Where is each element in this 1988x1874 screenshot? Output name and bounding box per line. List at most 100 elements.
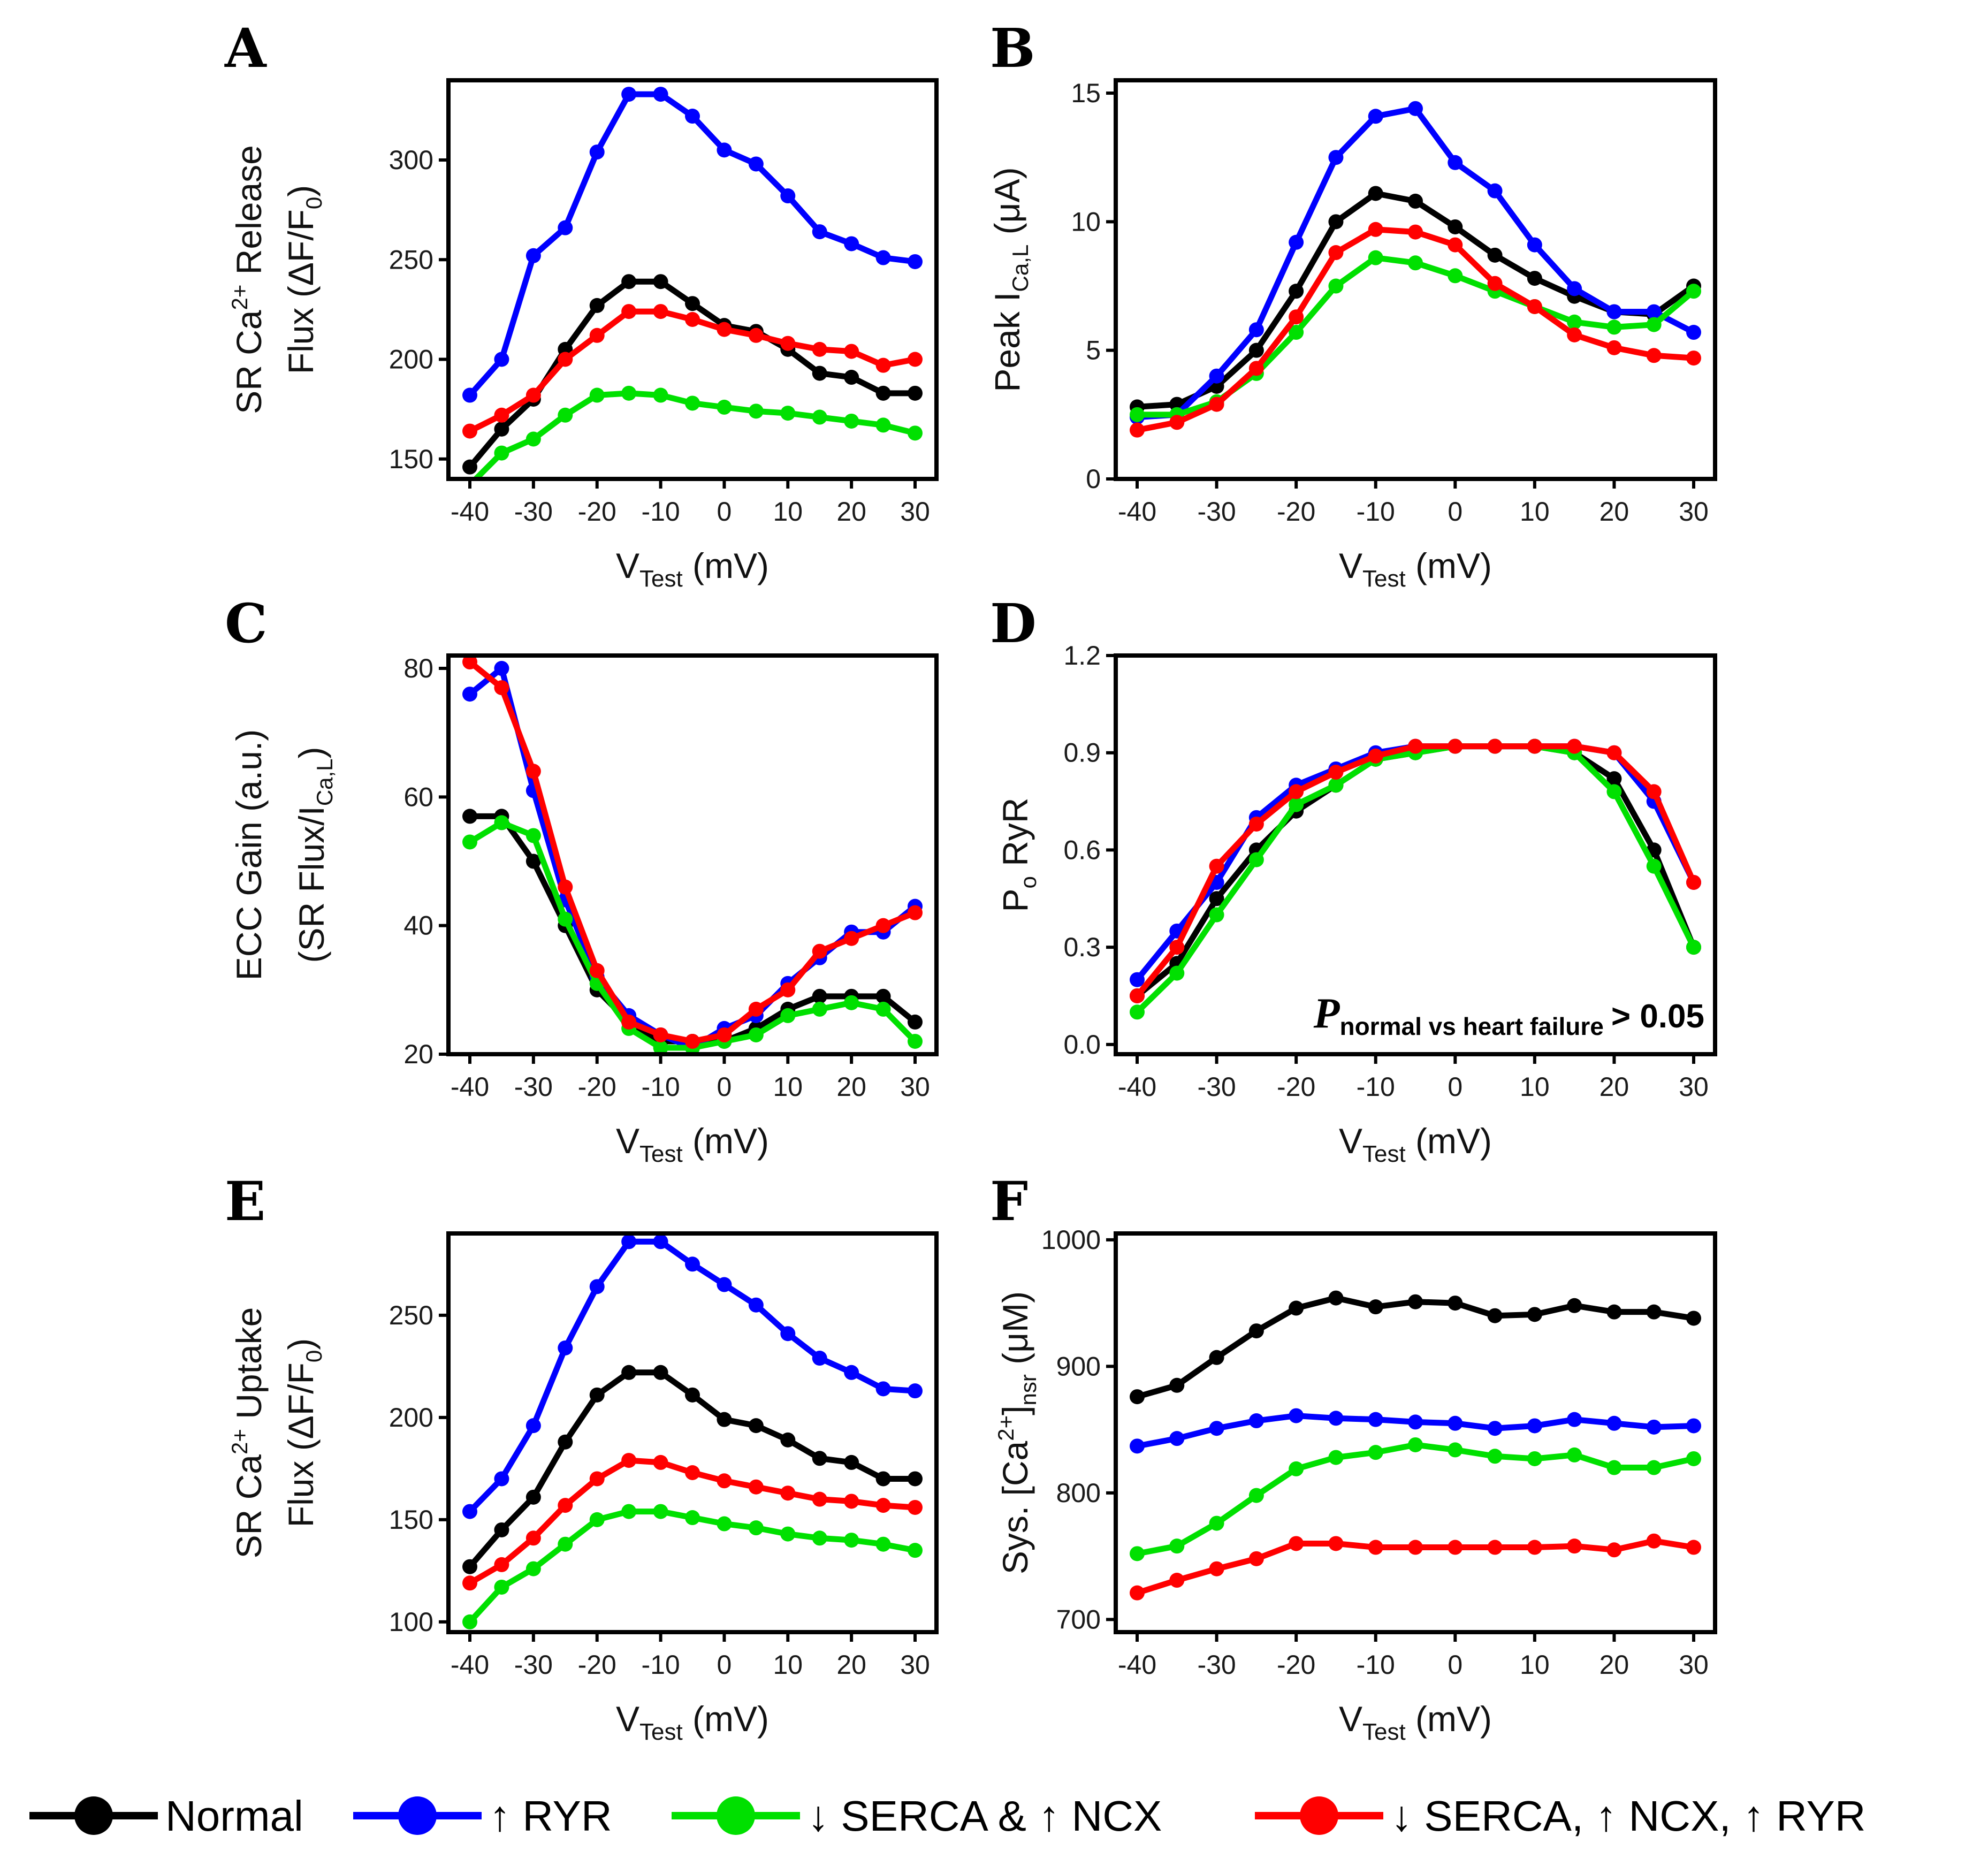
y-label-E-l2-part-0: Flux (ΔF/F xyxy=(281,1362,321,1527)
y-label-A-l2-part-1: 0 xyxy=(301,197,326,209)
point-F-serca_ncx-9 xyxy=(1487,1449,1503,1464)
x-tick-label-B-4: 0 xyxy=(1448,497,1463,527)
legend-label-serca_ncx_ryr: ↓ SERCA, ↑ NCX, ↑ RYR xyxy=(1391,1792,1866,1840)
point-C-serca_ncx_ryr-1 xyxy=(494,680,509,696)
x-tick-label-C-3: -10 xyxy=(641,1072,680,1102)
point-B-ryr-13 xyxy=(1646,304,1662,319)
point-B-normal-7 xyxy=(1408,193,1423,209)
point-F-ryr-3 xyxy=(1248,1413,1264,1429)
x-tick-label-D-2: -20 xyxy=(1277,1072,1315,1102)
point-F-serca_ncx-3 xyxy=(1248,1488,1264,1503)
point-C-serca_ncx-0 xyxy=(462,834,477,850)
point-E-ryr-8 xyxy=(717,1277,732,1292)
panel-A: A 150 200 250 300 -40 -30 -20 -10 0 10 20 30 VTest (m… xyxy=(224,17,939,592)
point-E-serca_ncx_ryr-6 xyxy=(653,1454,668,1470)
point-F-serca_ncx-7 xyxy=(1408,1437,1423,1452)
point-E-normal-7 xyxy=(685,1387,700,1403)
point-B-normal-8 xyxy=(1448,219,1463,234)
point-E-ryr-13 xyxy=(875,1381,891,1397)
x-tick-label-C-2: -20 xyxy=(578,1072,616,1102)
point-C-serca_ncx_ryr-4 xyxy=(589,963,605,978)
point-D-serca_ncx_ryr-10 xyxy=(1527,738,1542,754)
point-D-serca_ncx-3 xyxy=(1248,852,1264,867)
y-tick-label-C-1: 40 xyxy=(403,911,433,941)
y-tick-label-E-3: 250 xyxy=(389,1300,433,1330)
x-label-unit: (mV) xyxy=(1406,546,1492,585)
x-tick-label-B-2: -20 xyxy=(1277,497,1315,527)
panel-letter-C: C xyxy=(225,592,268,655)
y-tick-label-C-2: 60 xyxy=(403,782,433,812)
point-F-serca_ncx_ryr-12 xyxy=(1606,1542,1622,1558)
point-E-normal-3 xyxy=(558,1434,573,1450)
panel-F: F 700 800 900 1000 -40 -30 -20 -10 0 10 20 30 VTest (… xyxy=(990,1170,1717,1745)
x-tick-label-D-0: -40 xyxy=(1118,1072,1156,1102)
y-label-E-l1-part-1: 2+ xyxy=(227,1429,252,1454)
point-E-serca_ncx_ryr-1 xyxy=(494,1557,509,1572)
point-E-serca_ncx-13 xyxy=(875,1536,891,1552)
point-A-ryr-13 xyxy=(875,250,891,265)
point-F-normal-14 xyxy=(1686,1311,1701,1326)
point-F-normal-12 xyxy=(1606,1304,1622,1320)
point-C-serca_ncx_ryr-11 xyxy=(812,943,827,959)
x-label-unit: (mV) xyxy=(683,1699,769,1739)
point-A-serca_ncx_ryr-0 xyxy=(462,423,477,439)
y-tick-label-A-0: 150 xyxy=(389,444,433,474)
point-C-serca_ncx-3 xyxy=(558,911,573,927)
point-B-serca_ncx_ryr-3 xyxy=(1248,361,1264,376)
point-C-serca_ncx-6 xyxy=(653,1040,668,1054)
point-F-ryr-0 xyxy=(1130,1438,1145,1454)
point-B-normal-9 xyxy=(1487,247,1503,263)
point-D-serca_ncx-12 xyxy=(1606,784,1622,799)
y-axis-label-E-line2: Flux (ΔF/F0) xyxy=(281,1338,326,1527)
point-A-serca_ncx_ryr-7 xyxy=(685,312,700,327)
p-value-annotation: Pnormal vs heart failure > 0.05 xyxy=(1313,990,1704,1040)
point-D-ryr-0 xyxy=(1130,972,1145,987)
point-A-serca_ncx_ryr-8 xyxy=(717,322,732,337)
point-E-normal-14 xyxy=(908,1471,923,1487)
x-label-unit: (mV) xyxy=(1406,1121,1492,1161)
point-A-ryr-3 xyxy=(558,220,573,235)
x-tick-label-D-7: 30 xyxy=(1679,1072,1709,1102)
point-E-ryr-7 xyxy=(685,1256,700,1272)
x-tick-label-C-6: 20 xyxy=(836,1072,866,1102)
x-axis-label-F: VTest (mV) xyxy=(1339,1699,1492,1745)
point-B-ryr-12 xyxy=(1606,304,1622,319)
point-F-normal-6 xyxy=(1368,1299,1383,1315)
point-F-normal-10 xyxy=(1527,1307,1542,1322)
legend-item-serca_ncx_ryr: ↓ SERCA, ↑ NCX, ↑ RYR xyxy=(1255,1792,1866,1840)
point-F-ryr-7 xyxy=(1408,1414,1423,1430)
point-C-serca_ncx_ryr-8 xyxy=(717,1027,732,1042)
point-D-serca_ncx_ryr-14 xyxy=(1686,874,1701,890)
point-B-ryr-7 xyxy=(1408,101,1423,116)
point-C-serca_ncx-13 xyxy=(875,1001,891,1017)
plot-area-C xyxy=(462,656,923,1054)
point-C-serca_ncx_ryr-3 xyxy=(558,879,573,895)
point-B-serca_ncx_ryr-4 xyxy=(1289,309,1304,325)
point-C-normal-13 xyxy=(875,988,891,1004)
point-E-ryr-12 xyxy=(844,1365,859,1380)
point-B-serca_ncx-12 xyxy=(1606,319,1622,335)
point-F-normal-2 xyxy=(1209,1350,1224,1365)
point-C-serca_ncx_ryr-6 xyxy=(653,1027,668,1042)
point-D-normal-12 xyxy=(1606,771,1622,787)
point-D-serca_ncx-14 xyxy=(1686,940,1701,955)
point-A-ryr-14 xyxy=(908,254,923,269)
point-A-normal-1 xyxy=(494,421,509,437)
point-A-ryr-4 xyxy=(589,144,605,160)
point-C-serca_ncx-2 xyxy=(525,828,541,843)
point-B-serca_ncx_ryr-11 xyxy=(1567,327,1582,342)
point-E-serca_ncx-10 xyxy=(780,1526,796,1542)
point-A-ryr-10 xyxy=(780,188,796,204)
point-A-serca_ncx_ryr-3 xyxy=(558,352,573,367)
point-A-serca_ncx_ryr-14 xyxy=(908,352,923,367)
legend-label-serca_ncx: ↓ SERCA & ↑ NCX xyxy=(808,1792,1162,1840)
x-tick-label-C-7: 30 xyxy=(900,1072,930,1102)
point-A-serca_ncx-7 xyxy=(685,395,700,411)
y-label-D-l1-part-1: o xyxy=(1016,876,1041,888)
y-tick-label-D-3: 0.9 xyxy=(1063,738,1101,768)
x-tick-label-C-0: -40 xyxy=(451,1072,489,1102)
point-A-normal-6 xyxy=(653,274,668,290)
point-A-normal-12 xyxy=(844,370,859,385)
point-E-normal-11 xyxy=(812,1451,827,1466)
x-tick-label-B-6: 20 xyxy=(1599,497,1629,527)
